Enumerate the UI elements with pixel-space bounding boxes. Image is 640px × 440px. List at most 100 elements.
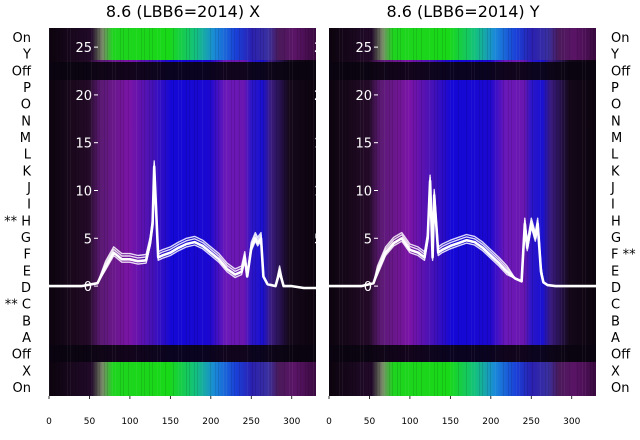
y-tick-label: 15 [355,137,372,152]
heatmap-streak [445,28,446,396]
heatmap-streak [416,28,417,396]
heatmap-streak [561,28,562,396]
row-label: Off [12,348,32,363]
heatmap-streak [593,28,594,396]
heatmap-streak [466,28,467,396]
heatmap-streak [297,28,298,396]
row-label: Off [611,64,631,79]
heatmap-streak [104,28,105,396]
row-label: G [611,231,621,246]
heatmap-streak [577,28,578,396]
y-tick-label: 0 [84,280,92,295]
heatmap-streak [352,28,353,396]
heatmap-strip [49,345,316,362]
heatmap-streak [545,28,546,396]
row-label: D [21,281,31,296]
heatmap-streak [368,28,369,396]
heatmap-streak [389,28,390,396]
heatmap-streak [202,28,203,396]
heatmap-streak [397,28,398,396]
heatmap-streak [405,28,406,396]
heatmap-streak [363,28,364,396]
heatmap-streak [511,28,512,396]
y-tick-label: 20 [75,89,92,104]
heatmap-streak [123,28,124,396]
heatmap-streak [165,28,166,396]
heatmap-streak [189,28,190,396]
heatmap-streak [136,28,137,396]
y-tick-label: 0 [364,280,372,295]
heatmap-streak [181,28,182,396]
row-label: I [611,198,615,213]
series-lines [329,174,596,288]
row-label: Off [12,64,32,79]
heatmap-streak [342,28,343,396]
heatmap-streak [450,28,451,396]
row-label: E [611,264,619,279]
chart-title: 8.6 (LBB6=2014) Y [386,2,539,21]
row-label: K [22,164,31,179]
heatmap-streak [384,28,385,396]
row-label: On [611,381,629,396]
heatmap-streak [173,28,174,396]
heatmap-streak [379,28,380,396]
heatmap-streak [292,28,293,396]
x-tick-labels: 0 50 100 150 200 250 300 [326,396,581,427]
heatmap-streak [215,28,216,396]
row-label: D [611,281,621,296]
row-label: ** H [4,214,31,229]
heatmap-streak [482,28,483,396]
heatmap-streak [149,28,150,396]
heatmap-streak [194,28,195,396]
heatmap-streak [339,28,340,396]
row-label: B [22,314,31,329]
x-tick-label: 0 [326,417,332,427]
row-label: A [611,331,620,346]
row-label: N [21,114,31,129]
x-tick-label: 100 [121,417,138,427]
heatmap-streak [590,28,591,396]
heatmap-streak [540,28,541,396]
heatmap-streak [78,28,79,396]
series-line [329,183,596,287]
heatmap-band [49,28,316,60]
heatmap-streak [144,28,145,396]
heatmap-streak [400,28,401,396]
heatmap-body [49,28,316,396]
series-lines [49,160,316,290]
x-tick-label: 150 [442,417,459,427]
panel-y: 8.6 (LBB6=2014) Y 0 5 10 15 20 25 0 50 100 150 20… [326,2,636,427]
row-label: F [24,248,31,263]
heatmap-streak [67,28,68,396]
y-tick-label-edge: 10 [314,184,331,199]
heatmap-streak [210,28,211,396]
heatmap-streak [112,28,113,396]
heatmap-band [49,362,316,396]
row-label: X [22,364,31,379]
y-tick-label-edge: 20 [314,89,331,104]
y-tick-label: 10 [355,184,372,199]
heatmap-streak [413,28,414,396]
row-label: B [611,314,620,329]
row-label: ** C [5,298,31,313]
heatmap-streak [524,28,525,396]
heatmap-streak [141,28,142,396]
heatmap-streak [437,28,438,396]
heatmap-streak [263,28,264,396]
heatmap-strip [49,62,316,80]
row-label: P [23,81,31,96]
row-label: J [610,181,615,196]
row-label: H [611,214,621,229]
heatmap-streak [276,28,277,396]
y-tick-label: 5 [364,232,372,247]
x-tick-label: 100 [401,417,418,427]
row-label: X [611,364,620,379]
y-tick-label: 15 [75,137,92,152]
heatmap-streak [474,28,475,396]
heatmap-streak [313,28,314,396]
heatmap-band [329,362,596,396]
heatmap-streak [479,28,480,396]
